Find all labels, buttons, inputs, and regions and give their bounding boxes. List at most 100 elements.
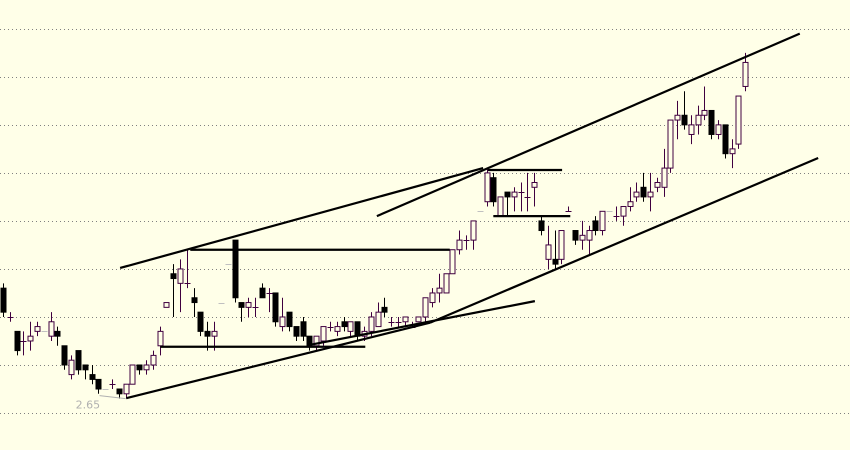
candle-body-up bbox=[129, 364, 136, 385]
candle bbox=[245, 297, 252, 317]
candle bbox=[456, 230, 463, 255]
candle bbox=[701, 86, 708, 121]
candle-body-down bbox=[82, 364, 89, 371]
candle bbox=[695, 105, 702, 135]
candle bbox=[184, 249, 191, 289]
trendline[interactable] bbox=[376, 32, 801, 218]
candle bbox=[518, 182, 525, 212]
candle-body-up bbox=[143, 364, 150, 371]
candle bbox=[123, 383, 130, 399]
candle bbox=[565, 206, 572, 212]
candle bbox=[742, 52, 749, 92]
candle bbox=[197, 311, 204, 337]
candle-body-up bbox=[177, 268, 184, 284]
candle-body-down bbox=[572, 230, 579, 241]
candle-body-up bbox=[531, 181, 538, 188]
candle-body-down bbox=[232, 239, 239, 299]
candle bbox=[54, 326, 61, 346]
candle bbox=[381, 297, 388, 317]
candle bbox=[150, 350, 157, 370]
candle bbox=[95, 378, 102, 394]
candle bbox=[627, 187, 634, 212]
candle bbox=[579, 220, 586, 250]
candle bbox=[163, 302, 170, 308]
candle bbox=[334, 321, 341, 337]
candle-body-up bbox=[157, 330, 164, 347]
candle-body-down bbox=[54, 330, 61, 337]
trendlines bbox=[119, 32, 819, 400]
candle-body-down bbox=[61, 345, 68, 366]
candle bbox=[136, 364, 143, 375]
candle bbox=[552, 230, 559, 269]
candle bbox=[647, 172, 654, 212]
candle bbox=[443, 273, 450, 294]
candle-body-up bbox=[402, 316, 409, 323]
candle bbox=[436, 273, 443, 303]
candle-body-down bbox=[341, 321, 348, 328]
candle bbox=[599, 210, 606, 236]
candle-body-up bbox=[245, 302, 252, 308]
candle bbox=[238, 302, 245, 322]
candle bbox=[395, 316, 402, 327]
candle-body-up bbox=[163, 302, 170, 308]
candle bbox=[661, 148, 668, 197]
candle bbox=[490, 172, 497, 207]
candle-body-up bbox=[715, 124, 722, 135]
candle-body-up bbox=[34, 326, 41, 332]
candle-body-down bbox=[204, 330, 211, 337]
candle bbox=[341, 316, 348, 332]
candle bbox=[143, 360, 150, 375]
trendline[interactable] bbox=[309, 300, 536, 346]
candle-body-up bbox=[558, 230, 565, 260]
candle-body-up bbox=[368, 316, 375, 332]
trendline[interactable] bbox=[119, 167, 484, 270]
candle-body-up bbox=[742, 61, 749, 87]
candle bbox=[14, 330, 21, 356]
candle bbox=[708, 109, 715, 140]
trendline[interactable] bbox=[429, 156, 819, 324]
candle bbox=[170, 264, 177, 317]
candle bbox=[259, 283, 266, 299]
candle-body-up bbox=[633, 191, 640, 198]
candle bbox=[0, 283, 7, 317]
candle bbox=[75, 350, 82, 375]
candle bbox=[306, 335, 313, 351]
candle-body-down bbox=[191, 297, 198, 304]
candle bbox=[286, 311, 293, 332]
candle bbox=[449, 249, 456, 275]
candle bbox=[7, 312, 14, 322]
candle-body-down bbox=[75, 350, 82, 371]
candle-body-down bbox=[197, 311, 204, 332]
candle-body-up bbox=[647, 191, 654, 198]
candle bbox=[463, 235, 470, 250]
candle bbox=[620, 206, 627, 226]
candle-body-down bbox=[681, 114, 688, 126]
candle-body-down bbox=[0, 287, 7, 313]
candle bbox=[633, 182, 640, 202]
low-price-label: 2.65 bbox=[76, 399, 101, 412]
candle-body-down bbox=[708, 109, 715, 135]
candle-body-down bbox=[490, 177, 497, 203]
candle-body-down bbox=[722, 124, 729, 155]
candle-body-down bbox=[293, 326, 300, 337]
candle-body-up bbox=[599, 210, 606, 232]
candle-body-up bbox=[422, 297, 429, 318]
candle bbox=[422, 297, 429, 322]
candle bbox=[667, 119, 674, 173]
candle-body-up bbox=[429, 292, 436, 304]
candle-body-down bbox=[14, 330, 21, 352]
candle-body-up bbox=[695, 114, 702, 126]
candle bbox=[511, 187, 518, 212]
candle bbox=[558, 230, 565, 265]
candle-body-up bbox=[511, 191, 518, 198]
candle-body-up bbox=[674, 114, 681, 121]
candle bbox=[354, 321, 361, 341]
trendline[interactable] bbox=[125, 321, 431, 400]
candle-body-down bbox=[272, 292, 279, 323]
candle bbox=[504, 191, 511, 217]
candle bbox=[48, 312, 55, 341]
candle-body-up bbox=[586, 230, 593, 241]
candle-body-up bbox=[654, 181, 661, 188]
candle bbox=[300, 316, 307, 341]
